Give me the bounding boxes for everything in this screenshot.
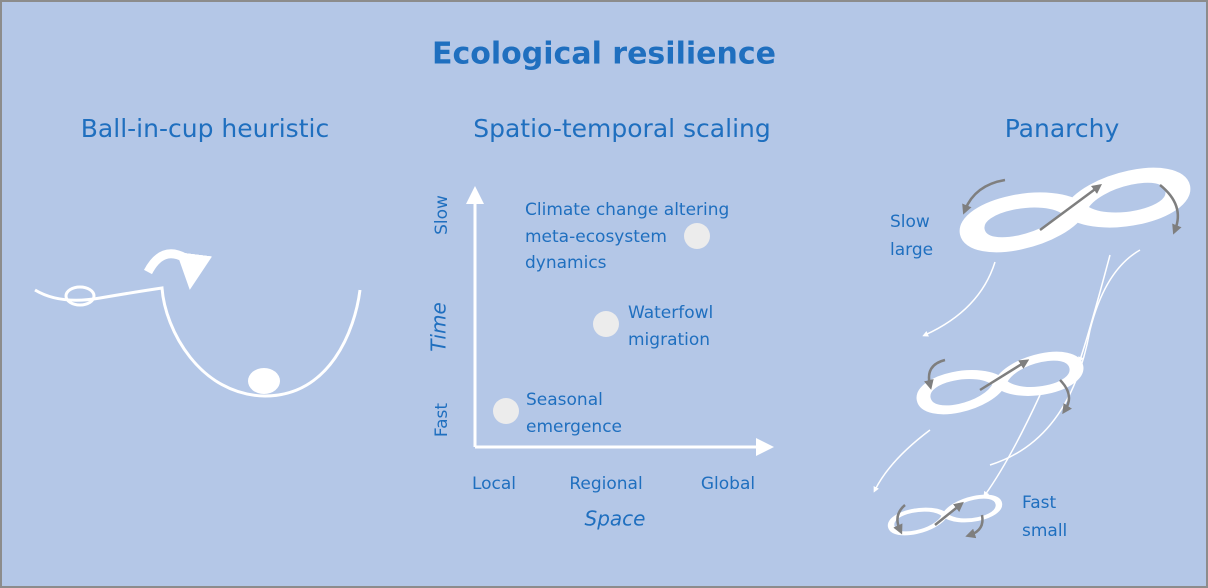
ball	[248, 368, 280, 394]
level-label: small	[1022, 521, 1067, 541]
point-label: emergence	[526, 417, 622, 437]
cup	[34, 286, 362, 398]
x-tick: Regional	[569, 474, 642, 494]
ball-loop	[64, 285, 96, 307]
axis-high: Slow	[432, 195, 452, 235]
level-label: Slow	[890, 212, 930, 232]
point-label: meta-ecosystem	[525, 227, 667, 247]
x-tick: Local	[472, 474, 516, 494]
arrow	[144, 249, 213, 290]
point-label: dynamics	[525, 253, 607, 273]
cycle-arrows	[893, 178, 1182, 539]
point	[593, 311, 619, 337]
heading: Ball-in-cup heuristic	[81, 114, 329, 143]
point	[684, 223, 710, 249]
axis-low: Fast	[432, 403, 452, 437]
x-axis-label: Space	[585, 507, 646, 531]
point-label: migration	[628, 330, 710, 350]
point-label: Waterfowl	[628, 303, 713, 323]
point-label: Seasonal	[526, 390, 603, 410]
title: Ecological resilience	[432, 37, 776, 72]
heading: Panarchy	[1005, 114, 1120, 143]
y-axis-label: Time	[427, 302, 451, 352]
level-label: Fast	[1022, 493, 1056, 513]
point-label: Climate change altering	[525, 200, 729, 220]
level-label: large	[890, 240, 933, 260]
x-tick: Global	[701, 474, 755, 494]
heading: Spatio-temporal scaling	[473, 114, 770, 143]
connectors	[873, 249, 1141, 498]
point	[493, 398, 519, 424]
